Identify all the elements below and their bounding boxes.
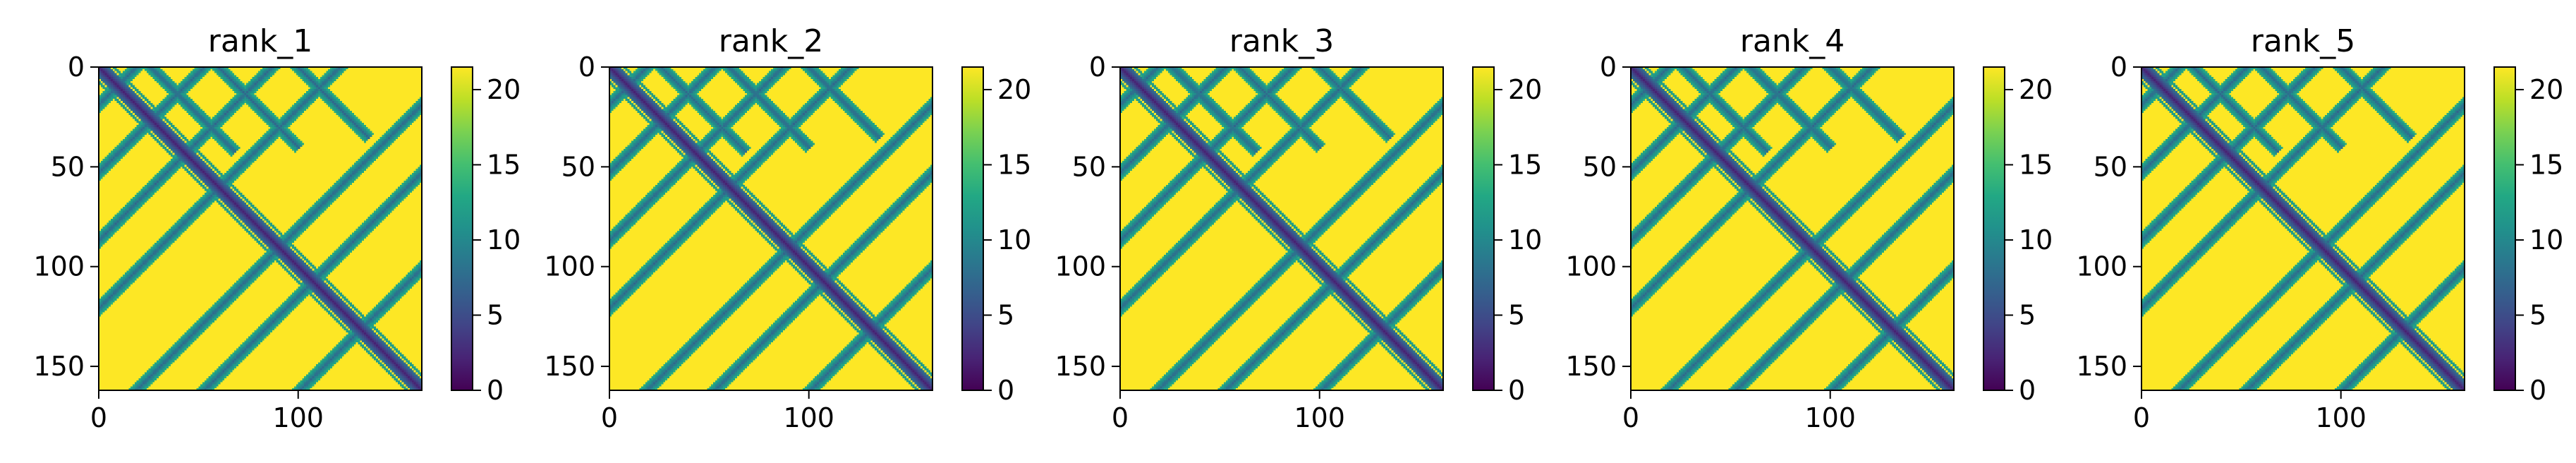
- colorbar-tick-label: 0: [2019, 375, 2036, 406]
- y-tick-label: 100: [2076, 251, 2127, 282]
- colorbar-tick-label: 5: [2529, 299, 2546, 330]
- chart-title: rank_3: [1229, 23, 1334, 59]
- colorbar-tick-label: 20: [2019, 74, 2053, 105]
- y-tick-label: 0: [578, 52, 595, 83]
- y-tick-label: 50: [2094, 151, 2127, 182]
- y-tick-label: 150: [2076, 351, 2127, 382]
- y-tick-label: 100: [1565, 251, 1617, 282]
- y-tick-label: 150: [33, 351, 85, 382]
- x-tick-label: 0: [2133, 402, 2150, 433]
- y-tick-label: 100: [1055, 251, 1106, 282]
- colorbar-tick-label: 0: [1508, 375, 1525, 406]
- colorbar: [2494, 67, 2515, 390]
- y-tick-label: 100: [33, 251, 85, 282]
- x-tick-label: 100: [2315, 402, 2367, 433]
- colorbar-tick-label: 5: [1508, 299, 1525, 330]
- colorbar-tick-label: 10: [2019, 224, 2053, 255]
- y-tick-label: 0: [1089, 52, 1106, 83]
- y-tick-label: 100: [544, 251, 595, 282]
- colorbar: [1983, 67, 2005, 390]
- y-tick-label: 150: [544, 351, 595, 382]
- colorbar-tick-label: 10: [487, 224, 521, 255]
- x-tick-label: 0: [601, 402, 618, 433]
- colorbar: [1473, 67, 1494, 390]
- colorbar-tick-label: 5: [487, 299, 504, 330]
- colorbar-tick-label: 20: [487, 74, 521, 105]
- chart-title: rank_4: [1740, 23, 1845, 59]
- heatmap-image: [1120, 67, 1443, 390]
- colorbar-tick-label: 15: [2529, 149, 2563, 180]
- colorbar-tick-label: 15: [487, 149, 521, 180]
- x-tick-label: 100: [272, 402, 324, 433]
- y-tick-label: 50: [51, 151, 85, 182]
- x-tick-label: 100: [1804, 402, 1856, 433]
- colorbar-tick-label: 20: [2529, 74, 2563, 105]
- heatmap-image: [99, 67, 422, 390]
- chart-title: rank_2: [719, 23, 823, 59]
- y-tick-label: 0: [2110, 52, 2127, 83]
- x-tick-label: 100: [783, 402, 834, 433]
- colorbar-tick-label: 15: [2019, 149, 2053, 180]
- colorbar-tick-label: 15: [997, 149, 1031, 180]
- x-tick-label: 100: [1294, 402, 1345, 433]
- chart-title: rank_5: [2251, 23, 2355, 59]
- colorbar-tick-label: 20: [1508, 74, 1542, 105]
- y-tick-label: 0: [68, 52, 85, 83]
- x-tick-label: 0: [90, 402, 107, 433]
- y-tick-label: 50: [561, 151, 595, 182]
- x-tick-label: 0: [1622, 402, 1639, 433]
- chart-title: rank_1: [208, 23, 312, 59]
- heatmap-image: [2141, 67, 2465, 390]
- colorbar-tick-label: 10: [997, 224, 1031, 255]
- colorbar-tick-label: 20: [997, 74, 1031, 105]
- colorbar-tick-label: 5: [2019, 299, 2036, 330]
- y-tick-label: 0: [1600, 52, 1617, 83]
- heatmap-image: [609, 67, 932, 390]
- y-tick-label: 150: [1055, 351, 1106, 382]
- colorbar-tick-label: 0: [997, 375, 1014, 406]
- heatmap-image: [1631, 67, 1954, 390]
- colorbar-tick-label: 5: [997, 299, 1014, 330]
- y-tick-label: 50: [1583, 151, 1617, 182]
- colorbar-tick-label: 15: [1508, 149, 1542, 180]
- y-tick-label: 150: [1565, 351, 1617, 382]
- colorbar: [962, 67, 983, 390]
- y-tick-label: 50: [1072, 151, 1106, 182]
- colorbar-tick-label: 0: [2529, 375, 2546, 406]
- colorbar-tick-label: 0: [487, 375, 504, 406]
- colorbar-tick-label: 10: [2529, 224, 2563, 255]
- x-tick-label: 0: [1112, 402, 1129, 433]
- colorbar: [451, 67, 473, 390]
- colorbar-tick-label: 10: [1508, 224, 1542, 255]
